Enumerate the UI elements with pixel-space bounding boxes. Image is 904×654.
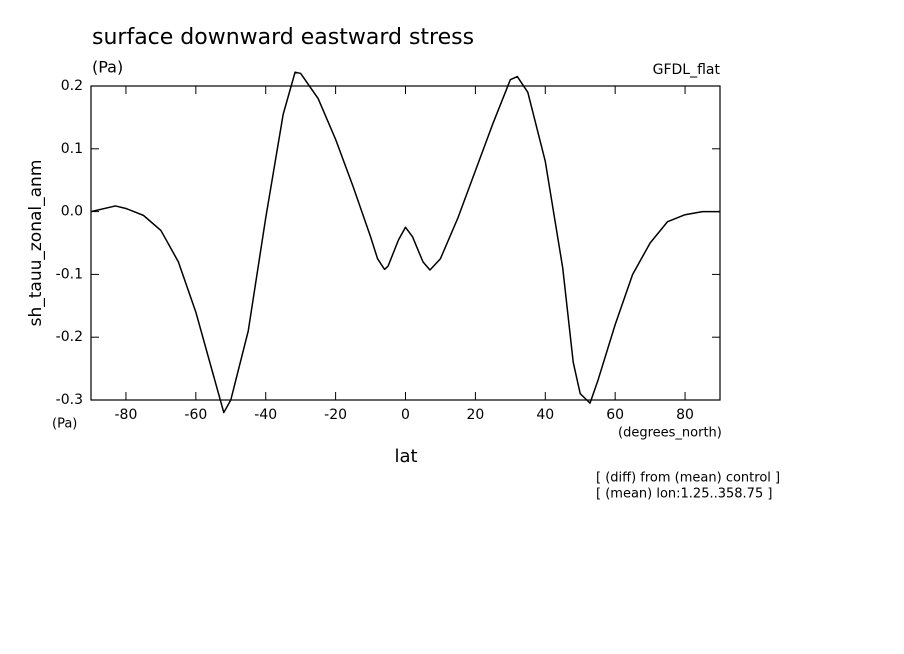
- x-tick-label: 0: [401, 407, 410, 423]
- y-axis-label: sh_tauu_zonal_anm: [26, 160, 46, 327]
- units-label: (Pa): [92, 58, 123, 77]
- y-tick-label: -0.2: [56, 329, 83, 345]
- y-tick-label: 0.2: [61, 78, 83, 94]
- y-tick-label: -0.3: [56, 392, 83, 408]
- x-tick-label: 60: [606, 407, 624, 423]
- x-tick-label: -20: [324, 407, 347, 423]
- note: [ (diff) from (mean) control ]: [596, 471, 780, 486]
- y-tick-label: 0.1: [61, 141, 83, 157]
- x-tick-label: 20: [466, 407, 484, 423]
- x-axis-label: lat: [394, 446, 417, 467]
- chart-title: surface downward eastward stress: [92, 25, 474, 50]
- y-units-label: (Pa): [52, 417, 77, 432]
- x-tick-label: 40: [536, 407, 554, 423]
- dataset-label: GFDL_flat: [653, 62, 721, 78]
- y-tick-label: -0.1: [56, 266, 83, 282]
- x-tick-label: 80: [676, 407, 694, 423]
- x-tick-label: -60: [184, 407, 207, 423]
- x-tick-label: -40: [254, 407, 277, 423]
- x-tick-label: -80: [115, 407, 138, 423]
- note: [ (mean) lon:1.25..358.75 ]: [596, 487, 772, 502]
- x-units-label: (degrees_north): [618, 426, 722, 441]
- data-line: [90, 71, 720, 414]
- y-tick-label: 0.0: [61, 204, 83, 220]
